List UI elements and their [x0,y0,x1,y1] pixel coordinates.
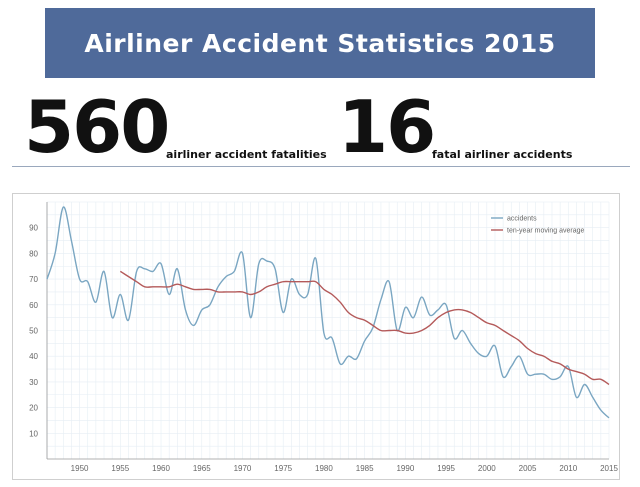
y-tick-label: 70 [29,275,38,284]
grid [46,201,610,459]
x-tick-label: 2000 [478,464,496,473]
chart-frame: 10 20 30 40 50 60 70 80 90 1950 1955 1960 1965 1970 19… [12,193,620,480]
y-tick-label: 20 [29,404,38,413]
fatalities-number: 560 [24,85,170,169]
divider [12,166,630,167]
y-tick-label: 30 [29,378,38,387]
x-tick-label: 1960 [152,464,170,473]
x-tick-label: 1980 [315,464,333,473]
y-tick-label: 10 [29,429,38,438]
y-tick-label: 80 [29,249,38,258]
accidents-label: fatal airliner accidents [432,148,573,161]
accidents-series-line [46,206,610,419]
x-tick-label: 1995 [437,464,455,473]
y-tick-label: 60 [29,301,38,310]
x-tick-label: 2010 [559,464,577,473]
y-tick-label: 90 [29,224,38,233]
x-tick-label: 1950 [71,464,89,473]
legend-label: ten-year moving average [507,228,585,235]
legend: accidents ten-year moving average [491,216,585,235]
moving-average-series-line [119,270,610,386]
line-chart: 10 20 30 40 50 60 70 80 90 1950 1955 1960 1965 1970 19… [29,201,618,473]
y-tick-label: 40 [29,352,38,361]
x-tick-label: 1975 [274,464,292,473]
x-tick-label: 1990 [396,464,414,473]
x-tick-label: 1985 [356,464,374,473]
axes: 10 20 30 40 50 60 70 80 90 1950 1955 1960 1965 1970 19… [29,202,618,473]
x-tick-label: 1965 [193,464,211,473]
accidents-number: 16 [338,85,436,169]
legend-label: accidents [507,216,537,223]
y-tick-label: 50 [29,327,38,336]
page-title: Airliner Accident Statistics 2015 [84,28,556,58]
x-tick-label: 1955 [111,464,129,473]
x-tick-label: 1970 [234,464,252,473]
x-tick-label: 2005 [519,464,537,473]
title-banner: Airliner Accident Statistics 2015 [45,8,595,78]
fatalities-label: airliner accident fatalities [166,148,327,161]
x-tick-label: 2015 [600,464,618,473]
stats-row: 560 airliner accident fatalities 16 fata… [0,88,640,166]
series [46,206,610,419]
